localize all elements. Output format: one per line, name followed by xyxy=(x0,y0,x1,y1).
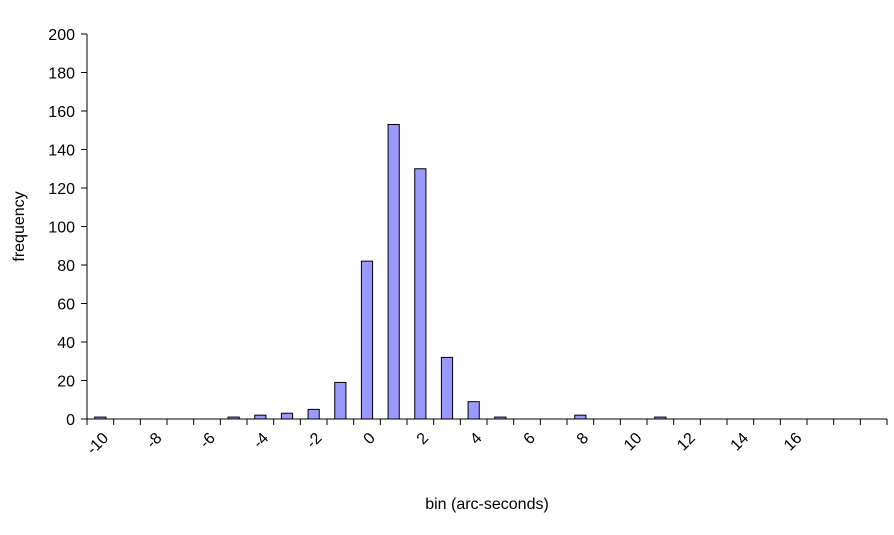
x-tick-label: 12 xyxy=(674,430,699,455)
y-tick-label: 80 xyxy=(57,258,75,275)
bar-1 xyxy=(387,123,400,420)
bars-group xyxy=(94,123,667,420)
y-tick-label: 20 xyxy=(57,374,75,391)
y-axis-label: frequency xyxy=(11,191,28,261)
axes-group xyxy=(86,34,887,420)
x-tick-label: 14 xyxy=(728,430,753,455)
bar-3 xyxy=(440,356,454,420)
y-tick-label: 180 xyxy=(48,66,75,83)
x-tick-label: 0 xyxy=(361,430,379,448)
x-tick-label: -2 xyxy=(303,430,325,452)
y-tick-label: 160 xyxy=(48,104,75,121)
y-tick-label: 140 xyxy=(48,143,75,160)
bar--4 xyxy=(254,414,267,420)
y-tick-label: 0 xyxy=(66,412,75,429)
bar-4 xyxy=(467,401,480,420)
x-axis-label: bin (arc-seconds) xyxy=(425,496,549,513)
y-tick-label: 200 xyxy=(48,27,75,44)
x-tick-label: 2 xyxy=(414,430,432,448)
x-tick-label: -8 xyxy=(143,430,165,452)
y-tick-label: 40 xyxy=(57,335,75,352)
y-tick-label: 120 xyxy=(48,181,75,198)
bar-2 xyxy=(414,168,427,420)
x-ticks-group: -10 -8 -6 -4 -2 0 2 4 6 8 10 12 14 16 xyxy=(84,419,888,458)
bar-0 xyxy=(360,260,374,420)
bar--3 xyxy=(280,412,294,420)
x-tick-label: 16 xyxy=(781,430,806,455)
y-tick-label: 100 xyxy=(48,220,75,237)
y-tick-label: 60 xyxy=(57,297,75,314)
x-tick-label: -4 xyxy=(250,430,272,452)
x-tick-label: 6 xyxy=(521,430,539,448)
x-tick-label: -10 xyxy=(84,430,112,458)
x-tick-label: 4 xyxy=(467,430,485,448)
bar--1 xyxy=(334,381,347,420)
bar--2 xyxy=(307,408,320,420)
x-tick-label: 8 xyxy=(574,430,592,448)
bar-8 xyxy=(574,414,587,420)
x-tick-label: -6 xyxy=(197,430,219,452)
y-ticks-group: 0 20 40 60 80 100 120 140 160 180 200 xyxy=(48,27,87,429)
x-tick-label: 10 xyxy=(621,430,646,455)
